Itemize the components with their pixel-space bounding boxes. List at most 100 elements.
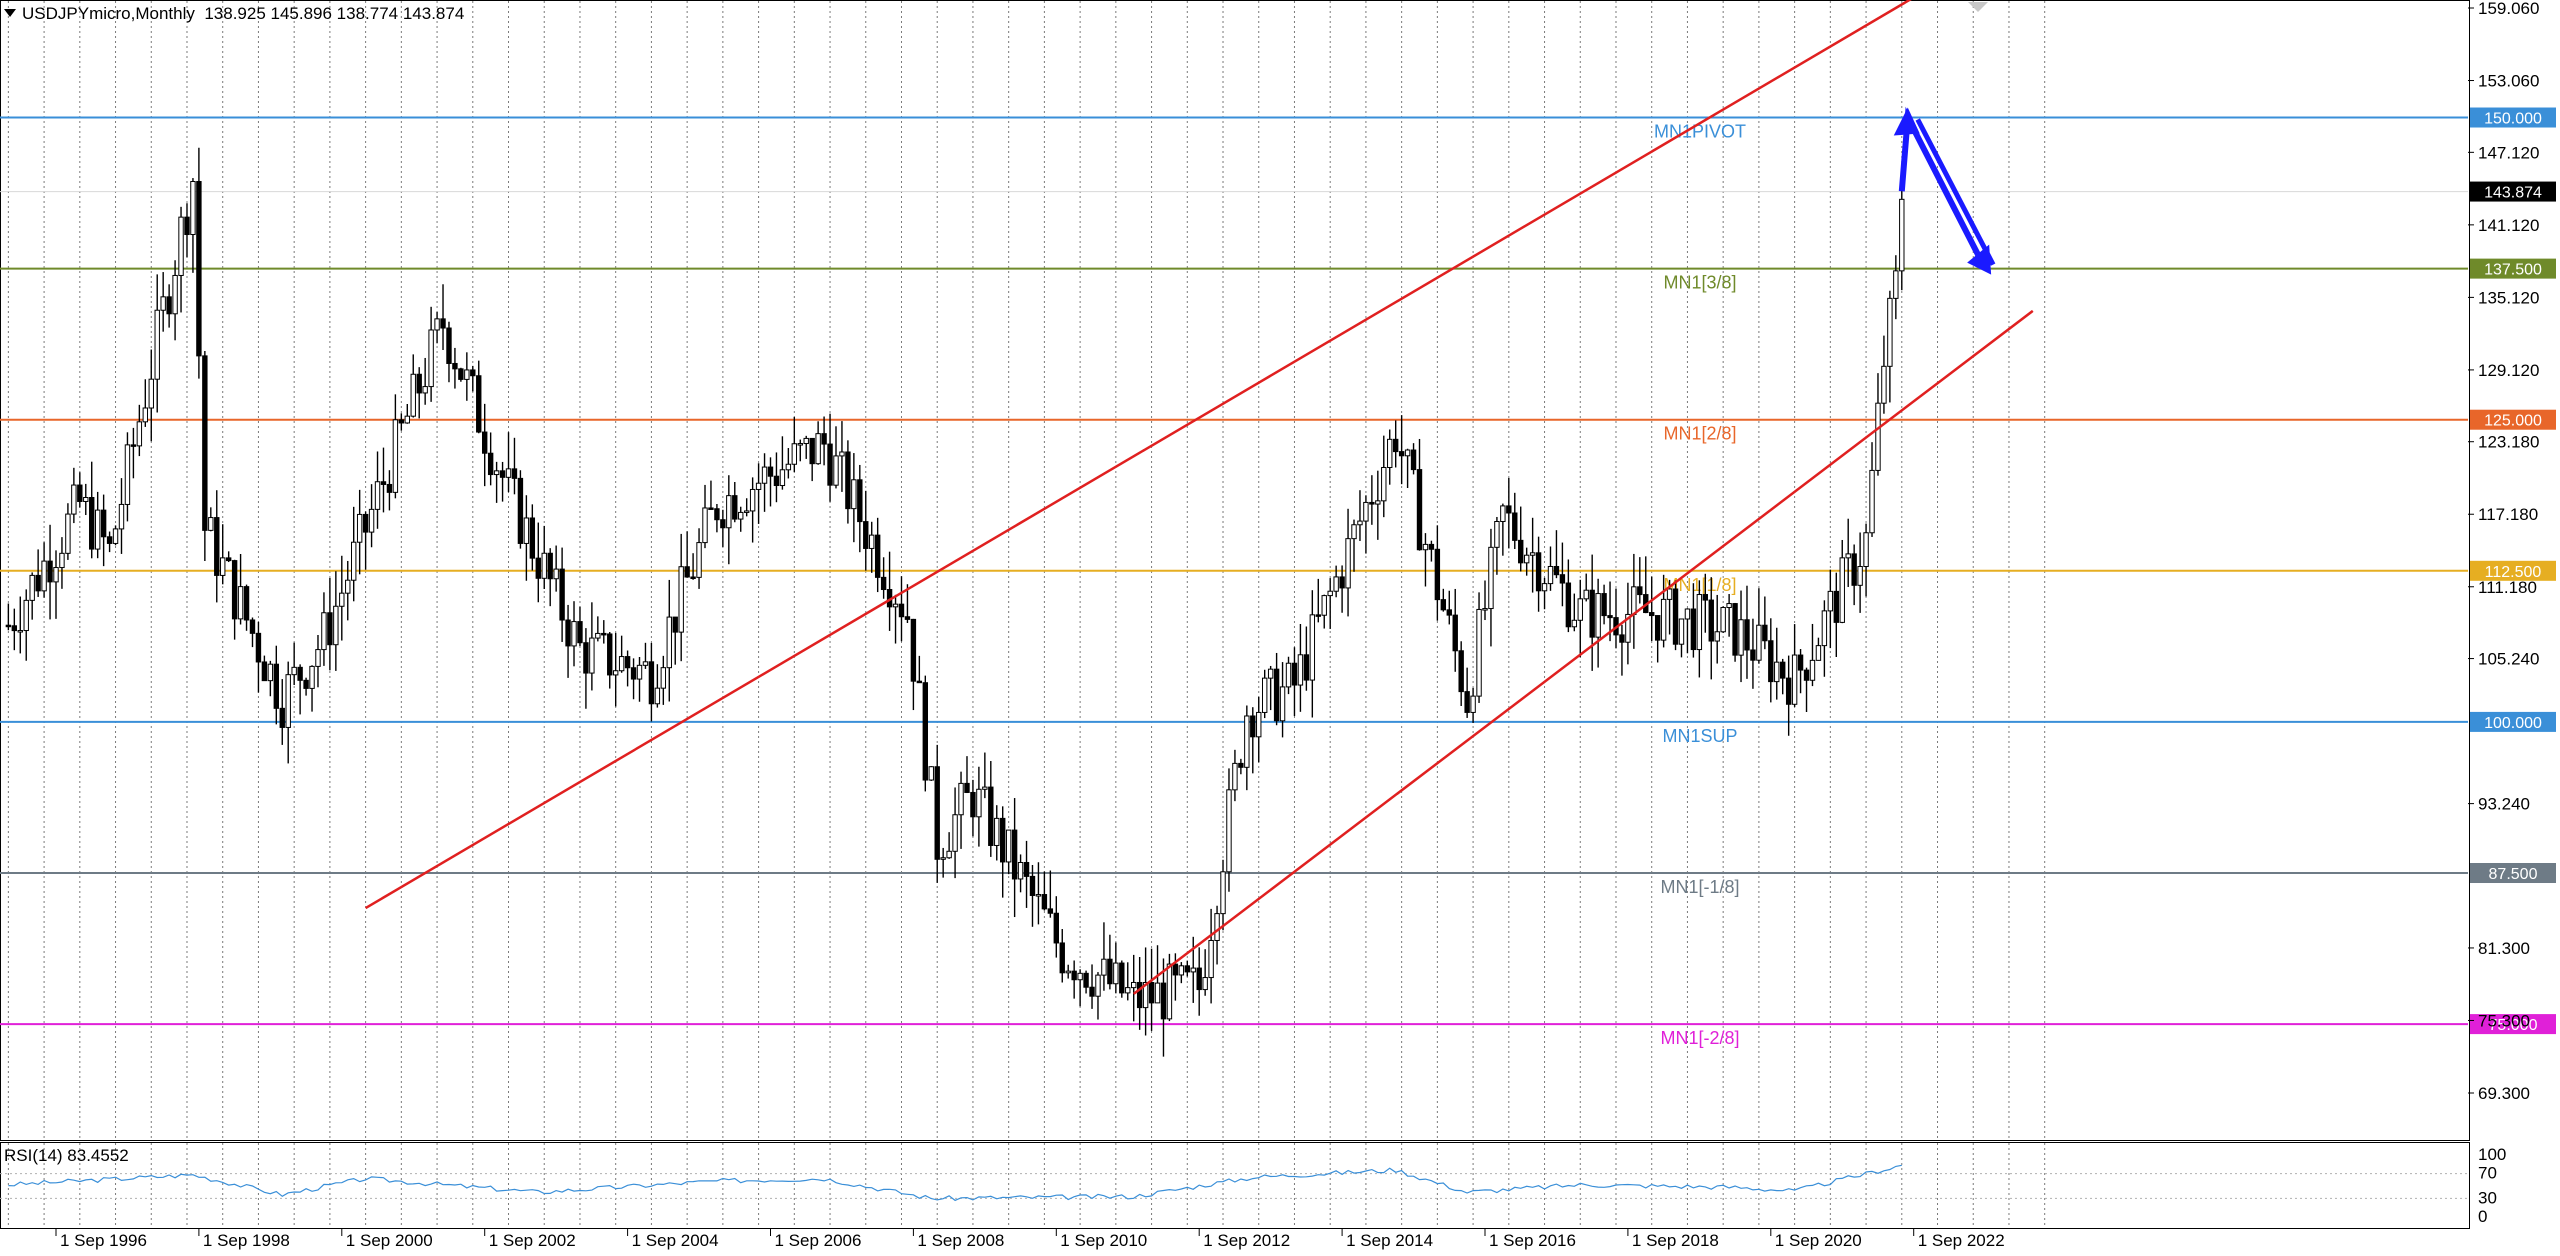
candle-body — [1827, 590, 1834, 612]
candle-body — [106, 536, 113, 544]
candle-body — [410, 373, 416, 417]
candle-body — [1041, 894, 1048, 910]
candle-body — [1553, 565, 1560, 576]
level-price-tag-text: 100.000 — [2484, 715, 2542, 732]
candle-body — [1131, 981, 1137, 989]
candle-body — [29, 574, 35, 601]
current-price-tag — [2470, 181, 2556, 202]
candle-body — [35, 574, 41, 592]
candle-body — [1238, 762, 1244, 768]
candle-body — [5, 624, 12, 628]
candle-body — [380, 481, 387, 485]
candle-body — [53, 567, 59, 583]
candle-body — [1226, 789, 1232, 873]
candle-body — [303, 679, 309, 689]
candle-body — [1005, 829, 1012, 863]
candle-body — [535, 557, 541, 579]
candle-body — [684, 566, 690, 578]
candle-body — [749, 488, 756, 512]
candle-body — [1529, 552, 1536, 556]
candle-body — [809, 437, 815, 465]
candle-body — [1190, 967, 1196, 973]
candle-body — [422, 386, 428, 394]
candle-body — [1720, 607, 1726, 633]
candle-body — [94, 509, 101, 550]
candle-body — [1327, 590, 1333, 597]
candle-body — [1160, 982, 1167, 1020]
candle-body — [541, 552, 547, 579]
candle-body — [1774, 661, 1780, 683]
candle-body — [1369, 501, 1375, 505]
candle-body — [1059, 942, 1065, 974]
candle-body — [767, 466, 774, 477]
candle-body — [874, 534, 881, 578]
candle-body — [714, 508, 720, 521]
candle-body — [1464, 691, 1470, 713]
level-label: MN1[-2/8] — [1660, 1028, 1739, 1048]
scroll-marker-icon — [1968, 2, 1988, 12]
candle-body — [1726, 603, 1732, 609]
ohlc-values: 138.925 145.896 138.774 143.874 — [204, 4, 465, 23]
candle-body — [47, 560, 53, 583]
candle-body — [464, 369, 470, 380]
candle-body — [1172, 963, 1179, 976]
candle-body — [1125, 987, 1131, 994]
candle-body — [1154, 982, 1161, 1004]
candle-body — [946, 850, 952, 859]
level-price-tag-text: 112.500 — [2485, 564, 2542, 581]
candle-body — [1839, 557, 1845, 623]
candle-body — [1512, 512, 1518, 541]
candle-body — [1506, 505, 1512, 514]
candle-body — [142, 407, 149, 423]
candle-body — [136, 421, 143, 447]
level-price-tag — [2470, 560, 2556, 581]
candle-body — [11, 625, 18, 632]
x-tick-label: 1 Sep 2010 — [1060, 1231, 1147, 1250]
candle-body — [166, 296, 172, 315]
candle-body — [505, 468, 512, 478]
candle-body — [1851, 553, 1857, 586]
candle-body — [1470, 695, 1476, 713]
candle-body — [202, 355, 208, 531]
candle-body — [1256, 711, 1262, 738]
level-price-tag — [2470, 711, 2556, 732]
candle-body — [339, 592, 345, 607]
candle-body — [65, 513, 71, 554]
candle-body — [880, 576, 887, 591]
candle-body — [356, 513, 363, 543]
candle-body — [154, 309, 160, 380]
rsi-tick-label: 30 — [2478, 1188, 2497, 1207]
candle-body — [1000, 817, 1006, 863]
rsi-line — [8, 1164, 1902, 1202]
candle-body — [1392, 438, 1399, 453]
rsi-tick-label: 70 — [2478, 1164, 2497, 1183]
candle-body — [1208, 939, 1214, 979]
candle-body — [1017, 862, 1024, 880]
candle-body — [1029, 875, 1036, 896]
forecast-arrow-up-head — [1893, 107, 1920, 136]
y-tick-label: 135.120 — [2478, 288, 2539, 307]
candle-body — [1291, 662, 1298, 686]
candle-body — [1756, 624, 1762, 661]
candle-body — [702, 507, 708, 544]
candle-body — [1303, 654, 1310, 681]
candle-body — [565, 619, 571, 647]
candle-body — [1446, 609, 1452, 616]
candle-body — [678, 566, 684, 633]
candle-body — [618, 656, 625, 672]
candle-body — [1791, 654, 1798, 705]
dropdown-triangle-icon[interactable] — [4, 9, 16, 17]
candle-body — [910, 618, 917, 682]
candle-body — [1833, 590, 1839, 623]
candle-body — [59, 552, 65, 569]
candle-body — [41, 560, 47, 592]
candle-body — [1375, 500, 1381, 505]
candle-body — [595, 632, 601, 639]
candle-body — [1404, 449, 1411, 457]
x-tick-label: 1 Sep 2002 — [489, 1231, 576, 1250]
candle-body — [869, 534, 875, 549]
candle-body — [249, 619, 256, 634]
candle-body — [1321, 595, 1327, 616]
candle-body — [1494, 521, 1500, 548]
